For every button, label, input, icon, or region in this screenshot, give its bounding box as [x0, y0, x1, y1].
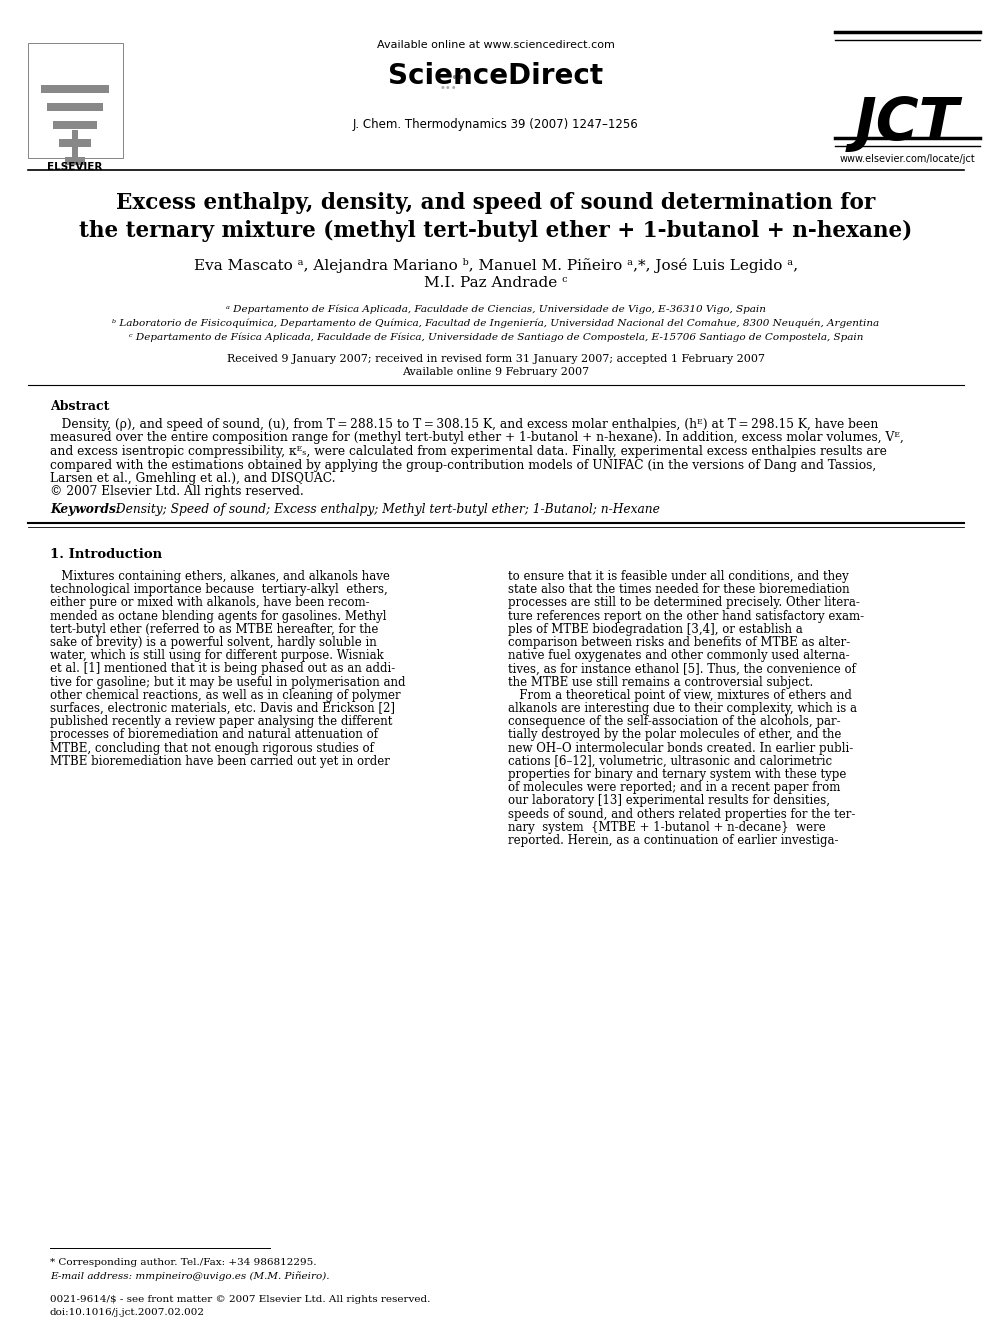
Text: Keywords:: Keywords:: [50, 503, 120, 516]
Bar: [47, 103, 103, 111]
Bar: [72, 130, 78, 160]
Text: MTBE bioremediation have been carried out yet in order: MTBE bioremediation have been carried ou…: [50, 755, 390, 767]
Text: M.I. Paz Andrade ᶜ: M.I. Paz Andrade ᶜ: [425, 277, 567, 290]
Text: native fuel oxygenates and other commonly used alterna-: native fuel oxygenates and other commonl…: [508, 650, 849, 663]
Text: other chemical reactions, as well as in cleaning of polymer: other chemical reactions, as well as in …: [50, 689, 401, 701]
Text: •••: •••: [439, 83, 456, 93]
Text: doi:10.1016/j.jct.2007.02.002: doi:10.1016/j.jct.2007.02.002: [50, 1308, 205, 1316]
Text: © 2007 Elsevier Ltd. All rights reserved.: © 2007 Elsevier Ltd. All rights reserved…: [50, 486, 304, 499]
Text: Excess enthalpy, density, and speed of sound determination for: Excess enthalpy, density, and speed of s…: [116, 192, 876, 214]
Text: tert-butyl ether (referred to as MTBE hereafter, for the: tert-butyl ether (referred to as MTBE he…: [50, 623, 378, 636]
Text: published recently a review paper analysing the different: published recently a review paper analys…: [50, 716, 393, 728]
Text: our laboratory [13] experimental results for densities,: our laboratory [13] experimental results…: [508, 794, 830, 807]
Bar: [53, 120, 97, 130]
Text: Density, (ρ), and speed of sound, (u), from T = 288.15 to T = 308.15 K, and exce: Density, (ρ), and speed of sound, (u), f…: [50, 418, 878, 431]
Text: Eva Mascato ᵃ, Alejandra Mariano ᵇ, Manuel M. Piñeiro ᵃ,*, José Luis Legido ᵃ,: Eva Mascato ᵃ, Alejandra Mariano ᵇ, Manu…: [194, 258, 798, 273]
Text: ture references report on the other hand satisfactory exam-: ture references report on the other hand…: [508, 610, 864, 623]
Text: tive for gasoline; but it may be useful in polymerisation and: tive for gasoline; but it may be useful …: [50, 676, 406, 688]
Text: Larsen et al., Gmehling et al.), and DISQUAC.: Larsen et al., Gmehling et al.), and DIS…: [50, 472, 335, 486]
Text: cations [6–12], volumetric, ultrasonic and calorimetric: cations [6–12], volumetric, ultrasonic a…: [508, 755, 832, 767]
Text: surfaces, electronic materials, etc. Davis and Erickson [2]: surfaces, electronic materials, etc. Dav…: [50, 703, 395, 714]
Text: Available online at www.sciencedirect.com: Available online at www.sciencedirect.co…: [377, 40, 615, 50]
Text: Received 9 January 2007; received in revised form 31 January 2007; accepted 1 Fe: Received 9 January 2007; received in rev…: [227, 355, 765, 364]
Bar: [65, 157, 85, 165]
Text: measured over the entire composition range for (methyl tert-butyl ether + 1-buta: measured over the entire composition ran…: [50, 431, 904, 445]
Text: JCT: JCT: [855, 95, 959, 152]
Text: From a theoretical point of view, mixtures of ethers and: From a theoretical point of view, mixtur…: [508, 689, 852, 701]
Text: 0021-9614/$ - see front matter © 2007 Elsevier Ltd. All rights reserved.: 0021-9614/$ - see front matter © 2007 El…: [50, 1295, 431, 1304]
Text: alkanols are interesting due to their complexity, which is a: alkanols are interesting due to their co…: [508, 703, 857, 714]
Text: 1. Introduction: 1. Introduction: [50, 548, 162, 561]
Text: Abstract: Abstract: [50, 400, 109, 413]
Text: ᵇ Laboratorio de Fisicoquímica, Departamento de Química, Facultad de Ingeniería,: ᵇ Laboratorio de Fisicoquímica, Departam…: [112, 319, 880, 328]
Text: ScienceDirect: ScienceDirect: [389, 62, 603, 90]
Text: mended as octane blending agents for gasolines. Methyl: mended as octane blending agents for gas…: [50, 610, 387, 623]
Text: et al. [1] mentioned that it is being phased out as an addi-: et al. [1] mentioned that it is being ph…: [50, 663, 395, 676]
Text: ᵃ Departamento de Física Aplicada, Faculdade de Ciencias, Universidade de Vigo, : ᵃ Departamento de Física Aplicada, Facul…: [226, 306, 766, 315]
Text: to ensure that it is feasible under all conditions, and they: to ensure that it is feasible under all …: [508, 570, 849, 583]
Text: tives, as for instance ethanol [5]. Thus, the convenience of: tives, as for instance ethanol [5]. Thus…: [508, 663, 856, 676]
Text: ELSEVIER: ELSEVIER: [48, 161, 103, 172]
Text: sake of brevity) is a powerful solvent, hardly soluble in: sake of brevity) is a powerful solvent, …: [50, 636, 377, 650]
Text: water, which is still using for different purpose. Wisniak: water, which is still using for differen…: [50, 650, 384, 663]
Text: MTBE, concluding that not enough rigorous studies of: MTBE, concluding that not enough rigorou…: [50, 742, 374, 754]
Text: ples of MTBE biodegradation [3,4], or establish a: ples of MTBE biodegradation [3,4], or es…: [508, 623, 803, 636]
Text: compared with the estimations obtained by applying the group-contribution models: compared with the estimations obtained b…: [50, 459, 876, 471]
Text: the ternary mixture (methyl tert-butyl ether + 1-butanol + n-hexane): the ternary mixture (methyl tert-butyl e…: [79, 220, 913, 242]
Text: consequence of the self-association of the alcohols, par-: consequence of the self-association of t…: [508, 716, 840, 728]
Bar: [41, 85, 109, 93]
Text: ••: ••: [450, 71, 465, 85]
Text: J. Chem. Thermodynamics 39 (2007) 1247–1256: J. Chem. Thermodynamics 39 (2007) 1247–1…: [353, 118, 639, 131]
Text: new OH–O intermolecular bonds created. In earlier publi-: new OH–O intermolecular bonds created. I…: [508, 742, 853, 754]
Bar: [59, 139, 91, 147]
Text: E-mail address: mmpineiro@uvigo.es (M.M. Piñeiro).: E-mail address: mmpineiro@uvigo.es (M.M.…: [50, 1271, 329, 1281]
Text: www.elsevier.com/locate/jct: www.elsevier.com/locate/jct: [839, 153, 975, 164]
Text: the ternary mixture (methyl tert-butyl ether + 1-butanol + n-hexane): the ternary mixture (methyl tert-butyl e…: [79, 220, 913, 242]
Text: reported. Herein, as a continuation of earlier investiga-: reported. Herein, as a continuation of e…: [508, 833, 838, 847]
Bar: [28, 44, 123, 157]
Text: technological importance because  tertiary-alkyl  ethers,: technological importance because tertiar…: [50, 583, 388, 597]
Text: * Corresponding author. Tel./Fax: +34 986812295.: * Corresponding author. Tel./Fax: +34 98…: [50, 1258, 316, 1267]
Text: ᶜ Departamento de Física Aplicada, Faculdade de Física, Universidade de Santiago: ᶜ Departamento de Física Aplicada, Facul…: [129, 333, 863, 343]
Text: speeds of sound, and others related properties for the ter-: speeds of sound, and others related prop…: [508, 807, 855, 820]
Text: nary  system  {MTBE + 1-butanol + n-decane}  were: nary system {MTBE + 1-butanol + n-decane…: [508, 820, 825, 833]
Text: either pure or mixed with alkanols, have been recom-: either pure or mixed with alkanols, have…: [50, 597, 370, 610]
Text: of molecules were reported; and in a recent paper from: of molecules were reported; and in a rec…: [508, 781, 840, 794]
Text: Available online 9 February 2007: Available online 9 February 2007: [403, 366, 589, 377]
Text: comparison between risks and benefits of MTBE as alter-: comparison between risks and benefits of…: [508, 636, 850, 650]
Text: Mixtures containing ethers, alkanes, and alkanols have: Mixtures containing ethers, alkanes, and…: [50, 570, 390, 583]
Text: processes are still to be determined precisely. Other litera-: processes are still to be determined pre…: [508, 597, 860, 610]
Text: and excess isentropic compressibility, κᴱₛ, were calculated from experimental da: and excess isentropic compressibility, κ…: [50, 445, 887, 458]
Text: properties for binary and ternary system with these type: properties for binary and ternary system…: [508, 767, 846, 781]
Text: Density; Speed of sound; Excess enthalpy; Methyl tert-butyl ether; 1-Butanol; n-: Density; Speed of sound; Excess enthalpy…: [108, 503, 660, 516]
Text: state also that the times needed for these bioremediation: state also that the times needed for the…: [508, 583, 849, 597]
Text: processes of bioremediation and natural attenuation of: processes of bioremediation and natural …: [50, 729, 378, 741]
Text: tially destroyed by the polar molecules of ether, and the: tially destroyed by the polar molecules …: [508, 729, 841, 741]
Text: the MTBE use still remains a controversial subject.: the MTBE use still remains a controversi…: [508, 676, 813, 688]
